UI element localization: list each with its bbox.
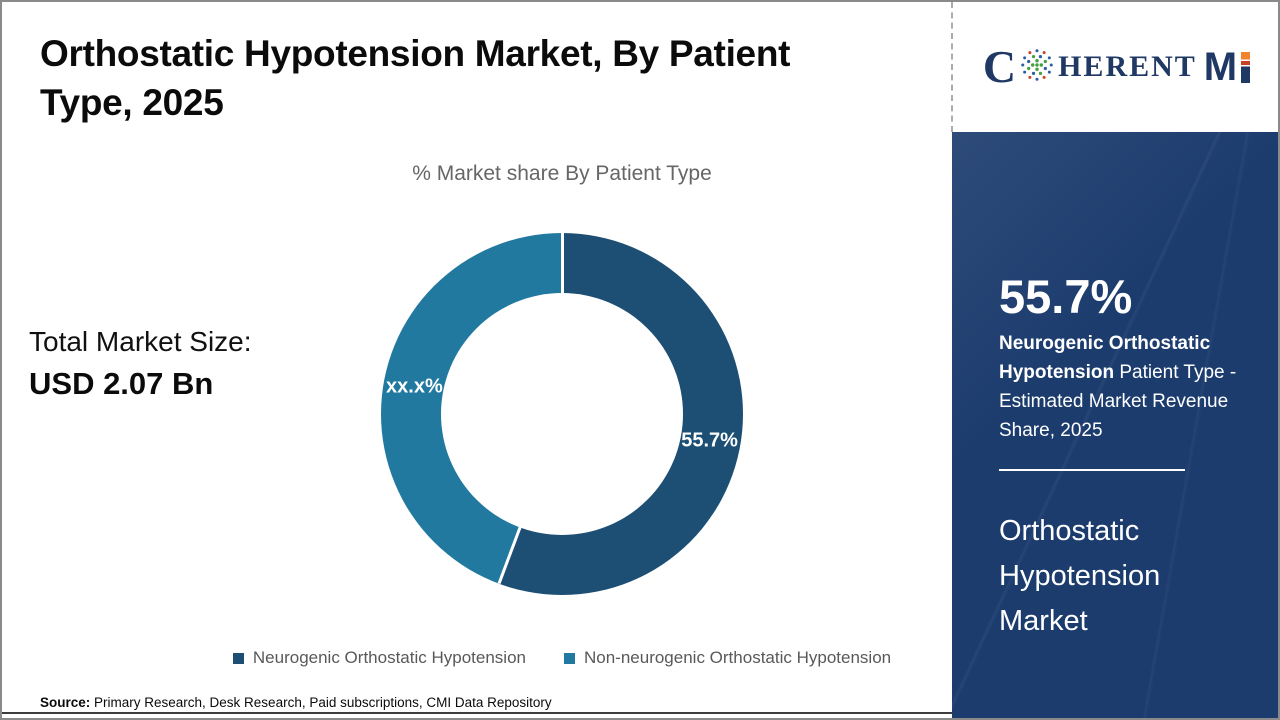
logo-area: C <box>951 2 1278 132</box>
sidebar-stat-value: 55.7% <box>999 270 1133 323</box>
page-title: Orthostatic Hypotension Market, By Patie… <box>40 33 791 123</box>
source-label: Source: <box>40 695 91 710</box>
legend-swatch <box>232 652 244 664</box>
right-sidebar: 55.7% Neurogenic Orthostatic Hypotension… <box>952 132 1278 718</box>
sidebar-divider <box>999 469 1185 472</box>
total-market-size-block: Total Market Size: USD 2.07 Bn <box>29 326 252 402</box>
sidebar-stat-segment-name: Neurogenic Orthostatic Hypotension <box>999 333 1211 384</box>
total-market-size-label: Total Market Size: <box>29 326 252 357</box>
donut-hole <box>441 293 683 535</box>
logo-letter-c: C <box>982 41 1017 92</box>
dotted-globe-icon <box>1018 46 1056 89</box>
slice-label: xx.x% <box>386 375 443 398</box>
legend-label: Non-neurogenic Orthostatic Hypotension <box>583 648 892 667</box>
legend-item: Neurogenic Orthostatic Hypotension <box>232 648 526 668</box>
logo-letters-herent: HERENT <box>1058 50 1197 83</box>
donut-chart: 55.7% xx.x% <box>381 233 743 595</box>
total-market-size-value: USD 2.07 Bn <box>29 366 214 401</box>
chart-title: % Market share By Patient Type <box>412 162 712 185</box>
logo-letter-i-mark <box>1241 51 1251 83</box>
sidebar-stat-rest: Patient Type - Estimated Market Revenue … <box>999 362 1237 442</box>
sidebar-market-name: Orthostatic Hypotension Market <box>999 515 1161 638</box>
legend-item: Non-neurogenic Orthostatic Hypotension <box>563 648 892 668</box>
logo-letter-m: M <box>1203 45 1238 89</box>
slice-label: 55.7% <box>681 429 738 452</box>
legend-label: Neurogenic Orthostatic Hypotension <box>252 648 526 667</box>
sidebar-stat-description: Neurogenic Orthostatic Hypotension Patie… <box>999 329 1257 445</box>
legend-swatch <box>563 652 575 664</box>
bottom-divider <box>2 712 952 714</box>
source-line: Source: Primary Research, Desk Research,… <box>40 695 552 710</box>
chart-legend: Neurogenic Orthostatic Hypotension Non-ne… <box>132 648 992 668</box>
coherent-mi-logo: C <box>982 41 1251 92</box>
source-text: Primary Research, Desk Research, Paid su… <box>90 695 552 710</box>
